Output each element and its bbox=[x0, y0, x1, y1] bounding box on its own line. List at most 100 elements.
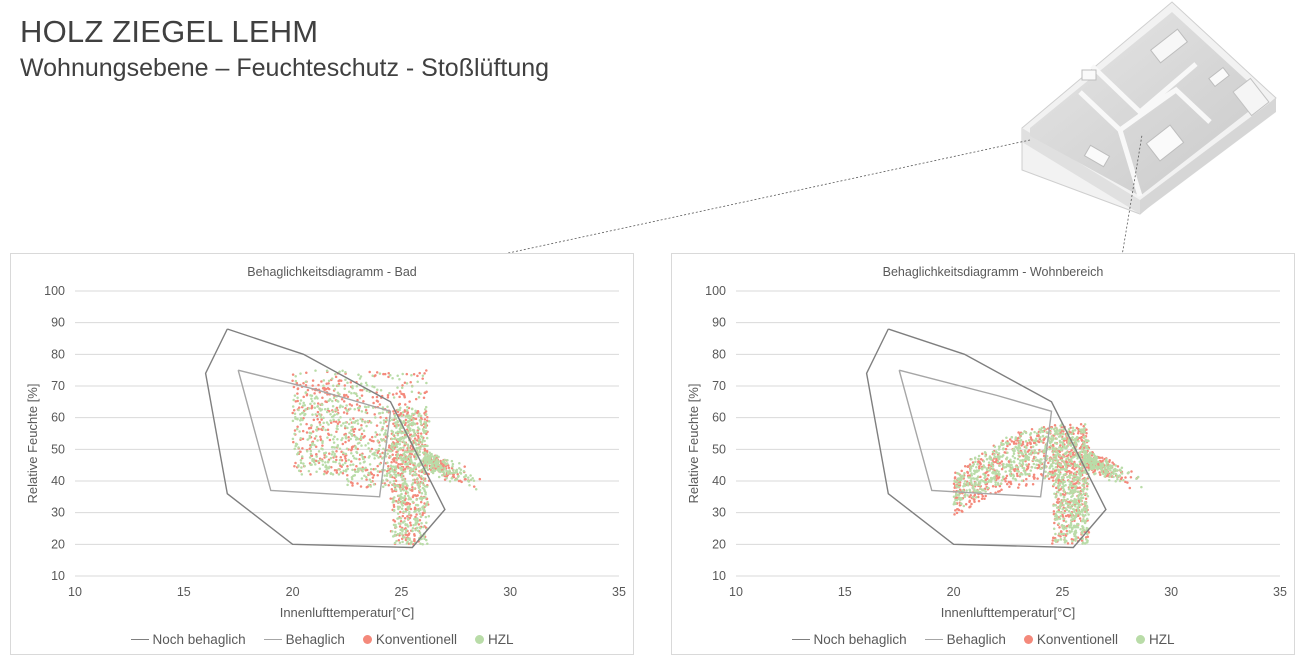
hzl-point bbox=[386, 452, 389, 455]
hzl-point bbox=[307, 469, 311, 473]
chart-title: Behaglichkeitsdiagramm - Bad bbox=[247, 265, 417, 279]
hzl-point bbox=[1082, 528, 1086, 532]
hzl-point bbox=[394, 523, 397, 527]
hzl-point bbox=[309, 432, 313, 435]
hzl-point bbox=[438, 470, 442, 474]
hzl-point bbox=[428, 451, 431, 454]
hzl-point bbox=[1035, 451, 1038, 454]
hzl-point bbox=[317, 450, 321, 453]
hzl-point bbox=[404, 436, 407, 439]
hzl-point bbox=[458, 461, 461, 465]
konventionell-point bbox=[350, 404, 354, 407]
hzl-point bbox=[302, 411, 305, 414]
hzl-point bbox=[299, 459, 303, 462]
hzl-point bbox=[419, 508, 422, 512]
konventionell-point bbox=[960, 469, 963, 473]
hzl-point bbox=[422, 457, 426, 460]
hzl-point bbox=[380, 457, 384, 460]
hzl-point bbox=[355, 457, 358, 461]
hzl-point bbox=[1112, 469, 1116, 473]
konventionell-point bbox=[1050, 475, 1053, 479]
hzl-point bbox=[1060, 532, 1064, 536]
hzl-point bbox=[1061, 475, 1064, 479]
hzl-point bbox=[390, 442, 394, 446]
konventionell-point bbox=[997, 476, 1001, 479]
hzl-point bbox=[954, 480, 958, 484]
hzl-point bbox=[1054, 462, 1058, 465]
konventionell-point bbox=[979, 475, 982, 479]
hzl-point bbox=[360, 382, 363, 386]
konventionell-point bbox=[355, 465, 358, 468]
hzl-point bbox=[356, 467, 360, 471]
hzl-point bbox=[294, 444, 297, 448]
legend-item-behaglich: Behaglich bbox=[263, 632, 345, 647]
konventionell-point bbox=[372, 467, 375, 471]
hzl-point bbox=[963, 472, 966, 475]
konventionell-point bbox=[1026, 465, 1030, 469]
hzl-point bbox=[388, 471, 391, 475]
hzl-point bbox=[1023, 430, 1026, 433]
hzl-point bbox=[340, 438, 343, 442]
hzl-point bbox=[440, 466, 444, 470]
hzl-point bbox=[327, 379, 331, 383]
hzl-point bbox=[957, 482, 961, 485]
konventionell-point bbox=[347, 435, 350, 439]
hzl-point bbox=[1078, 452, 1082, 456]
konventionell-point bbox=[413, 534, 416, 537]
hzl-point bbox=[377, 456, 380, 459]
hzl-point bbox=[1071, 456, 1074, 459]
hzl-point bbox=[376, 440, 380, 443]
konventionell-point bbox=[364, 408, 368, 412]
konventionell-point bbox=[350, 447, 354, 451]
hzl-point bbox=[394, 487, 397, 491]
hzl-point bbox=[293, 447, 296, 451]
hzl-point bbox=[955, 485, 958, 488]
konventionell-point bbox=[1032, 473, 1036, 477]
hzl-point bbox=[353, 407, 356, 411]
hzl-point bbox=[956, 471, 959, 475]
hzl-point bbox=[969, 469, 972, 473]
hzl-point bbox=[319, 409, 322, 412]
hzl-point bbox=[296, 418, 299, 421]
hzl-point bbox=[326, 436, 329, 439]
konventionell-point bbox=[321, 396, 324, 399]
hzl-point bbox=[1064, 437, 1067, 441]
hzl-point bbox=[1042, 449, 1045, 452]
hzl-point bbox=[1104, 460, 1108, 463]
hzl-point bbox=[1077, 493, 1081, 497]
konventionell-point bbox=[418, 371, 421, 375]
hzl-point bbox=[1056, 484, 1060, 488]
hzl-point bbox=[349, 463, 352, 467]
hzl-point bbox=[1079, 503, 1083, 507]
hzl-point bbox=[420, 498, 424, 501]
hzl-point bbox=[995, 469, 999, 473]
hzl-point bbox=[418, 482, 422, 485]
hzl-point bbox=[315, 395, 318, 399]
konventionell-point bbox=[954, 471, 957, 475]
hzl-point bbox=[1064, 520, 1068, 523]
hzl-point bbox=[993, 478, 997, 481]
hzl-point bbox=[455, 470, 459, 474]
hzl-point bbox=[367, 447, 370, 450]
konventionell-point bbox=[327, 433, 331, 437]
hzl-point bbox=[331, 399, 334, 403]
konventionell-point bbox=[350, 460, 353, 463]
hzl-point bbox=[373, 457, 376, 460]
hzl-point bbox=[1059, 494, 1063, 497]
hzl-point bbox=[346, 409, 349, 413]
hzl-point bbox=[292, 398, 295, 402]
hzl-point bbox=[982, 488, 985, 491]
hzl-point bbox=[1080, 508, 1084, 511]
konventionell-point bbox=[349, 381, 353, 384]
hzl-point bbox=[418, 446, 422, 450]
hzl-point bbox=[373, 451, 376, 455]
hzl-point bbox=[1100, 470, 1104, 474]
hzl-point bbox=[443, 458, 447, 462]
hzl-point bbox=[421, 374, 425, 377]
konventionell-point bbox=[375, 399, 379, 403]
hzl-point bbox=[420, 435, 424, 439]
hzl-point bbox=[402, 456, 405, 459]
hzl-point bbox=[338, 447, 342, 451]
hzl-point bbox=[363, 405, 367, 409]
konventionell-point bbox=[450, 467, 454, 470]
